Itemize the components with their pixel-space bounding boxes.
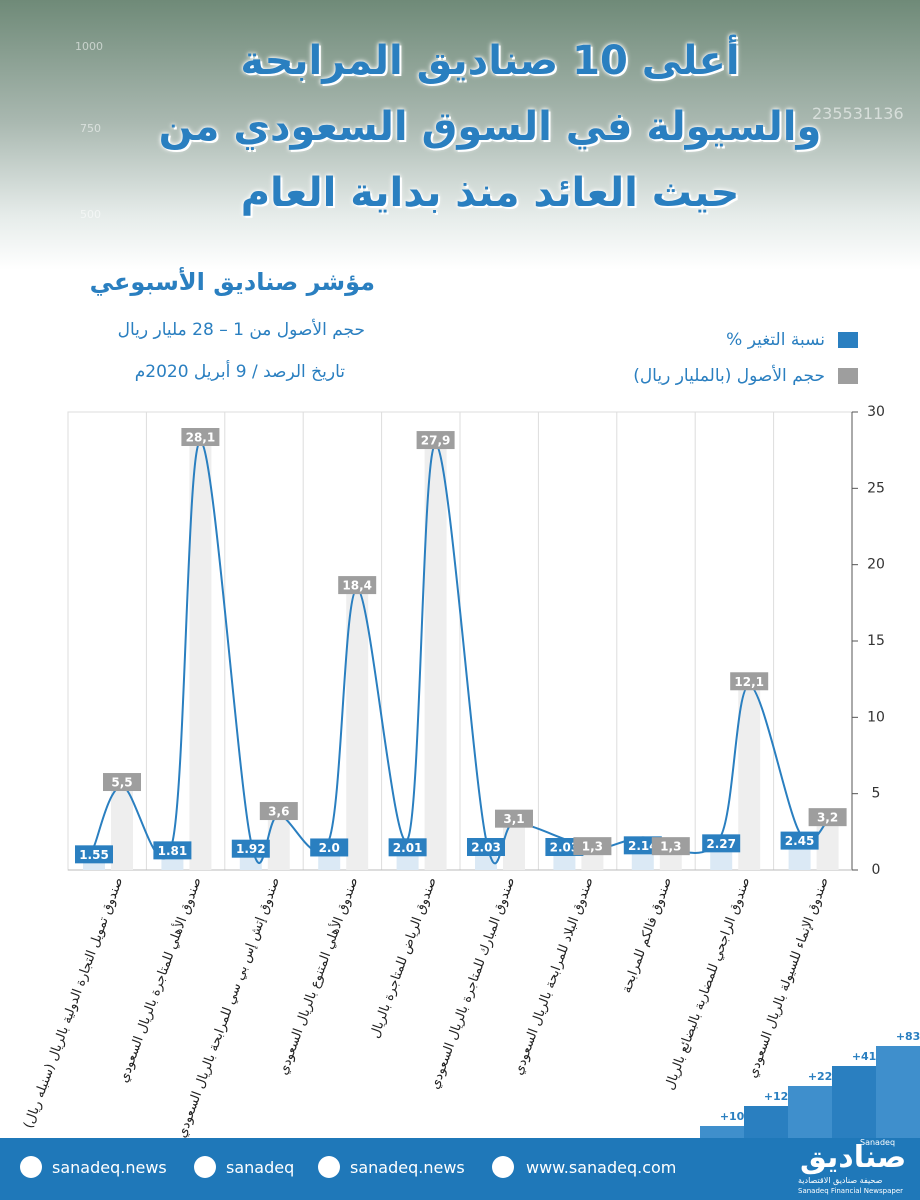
legend-label: حجم الأصول (بالمليار ريال) (633, 365, 825, 386)
value-label: 3,1 (503, 812, 524, 826)
value-label: 1,3 (660, 840, 681, 854)
value-label: 1.55 (79, 848, 109, 862)
value-label-box (495, 809, 533, 828)
note: حجم الأصول من 1 – 28 مليار ريال (117, 320, 365, 340)
value-label-box (259, 802, 298, 821)
x-tick-label: صندوق البلاد للمرابحة بالريال السعودي (511, 875, 597, 1077)
value-label: 1.81 (158, 844, 188, 858)
asset-bar (111, 786, 133, 870)
header-background: 1000 750 500 235531136 (0, 0, 920, 270)
asset-bar (503, 822, 525, 870)
value-label-box (730, 672, 769, 691)
y-tick-label: 20 (867, 557, 885, 573)
value-label: 28,1 (186, 431, 216, 445)
value-label: 1,3 (582, 840, 603, 854)
value-label: 2.14 (628, 839, 658, 853)
bg-number: 1000 (75, 40, 103, 53)
value-label-box (651, 837, 690, 856)
value-label: 18,4 (342, 579, 372, 593)
value-label-box (467, 838, 505, 857)
legend-swatch (838, 332, 858, 348)
value-label: 2.45 (785, 834, 815, 848)
instagram-icon (318, 1156, 340, 1178)
facebook-icon (20, 1156, 42, 1178)
value-label-box (181, 428, 220, 447)
value-label: 1.92 (236, 842, 266, 856)
y-tick-label: 15 (867, 633, 885, 649)
footer-link: sanadeq.news (350, 1158, 465, 1177)
value-label: 2.03 (550, 841, 580, 855)
logo: صناديق (800, 1140, 907, 1175)
chart: نسبة التغير % حجم الأصول (بالمليار ريال) 0… (21, 330, 920, 1138)
y-tick-label: 5 (872, 786, 881, 802)
bg-number: 235531136 (812, 104, 904, 123)
asset-bar (424, 444, 447, 870)
value-label-box (153, 841, 192, 860)
web-icon (492, 1156, 514, 1178)
asset-bar (189, 441, 212, 870)
value-label: 2.01 (393, 841, 423, 855)
subtitle: مؤشر صناديق الأسبوعي (89, 268, 375, 296)
value-label-box (310, 838, 349, 857)
value-label-box (780, 831, 819, 850)
x-tick-label: صندوق الرياض للمتاجرة بالريال (368, 875, 440, 1040)
note: تاريخ الرصد / 9 أبريل 2020م (134, 362, 345, 382)
x-tick-label: صندوق فالكم للمرابحة (619, 875, 675, 995)
value-label-box (338, 576, 377, 595)
value-label-box (416, 431, 455, 450)
value-label-box (808, 808, 847, 827)
value-label: 27,9 (421, 434, 451, 448)
footer-link: sanadeq (226, 1158, 295, 1177)
value-label-box (103, 773, 141, 792)
value-label: 5,5 (111, 776, 132, 790)
value-label: 2.03 (471, 841, 501, 855)
logo-en: Sanadeq (860, 1138, 896, 1147)
y-tick-label: 25 (867, 480, 885, 496)
asset-bar (267, 815, 290, 870)
asset-bar (816, 821, 839, 870)
title: أعلى 10 صناديق المرابحة والسيولة في السو… (158, 38, 822, 216)
y-tick-label: 0 (872, 862, 881, 878)
legend-swatch (838, 368, 858, 384)
footer-link: www.sanadeq.com (526, 1158, 677, 1177)
x-tick-label: صندوق الأهلي للمتاجرة بالريال السعودي (114, 875, 204, 1085)
step-label: +83.0 (896, 1030, 920, 1043)
step (876, 1046, 920, 1138)
asset-bar (738, 685, 761, 870)
x-tick-label: صندوق المبارك للمتاجرة بالريال السعودي (427, 875, 518, 1091)
value-label-box (388, 838, 427, 857)
value-label: 3,6 (268, 805, 289, 819)
value-label: 2.27 (706, 837, 736, 851)
value-label: 2.0 (319, 841, 340, 855)
x-tick-label: صندوق الإنماء للسيولة بالريال السعودي (745, 875, 832, 1080)
asset-bar (346, 589, 369, 870)
bg-number: 500 (80, 208, 101, 221)
footer: sanadeq.news sanadeq sanadeq.news www.sa… (0, 1138, 920, 1200)
tagline-en: Sanadeq Financial Newspaper (798, 1187, 904, 1195)
y-tick-label: 10 (867, 709, 885, 725)
value-label: 3,2 (817, 811, 838, 825)
x-tick-label: صندوق الأهلي المتنوع بالريال السعودي (274, 875, 361, 1077)
x-tick-label: صندوق تمويل التجارة الدولية بالريال (سنب… (21, 875, 126, 1130)
tagline: صحيفة صناديق الاقتصادية (798, 1176, 883, 1185)
footer-link: sanadeq.news (52, 1158, 167, 1177)
value-label-box (231, 839, 270, 858)
legend-label: نسبة التغير % (726, 330, 825, 350)
value-label-box (573, 837, 612, 856)
twitter-icon (194, 1156, 216, 1178)
value-label: 12,1 (734, 675, 764, 689)
y-tick-label: 30 (867, 404, 885, 420)
x-tick-label: صندوق الراجحي للمضاربة بالبضائع بالريال (662, 875, 753, 1092)
value-label-box (75, 845, 113, 864)
bg-number: 750 (80, 122, 101, 135)
value-label-box (702, 834, 741, 853)
